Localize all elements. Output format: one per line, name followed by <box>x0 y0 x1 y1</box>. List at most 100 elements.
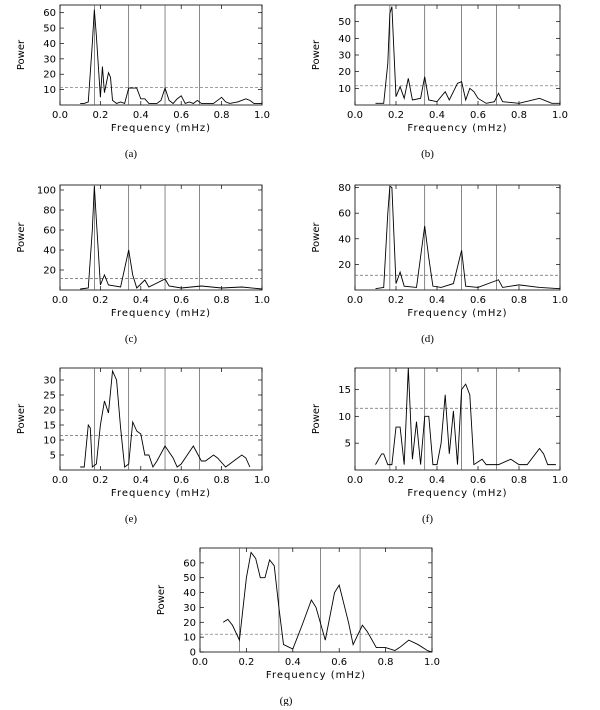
x-tick-label: 1.0 <box>552 475 568 486</box>
y-tick-label: 10 <box>183 633 196 644</box>
x-tick-label: 0.4 <box>133 110 149 121</box>
x-tick-label: 0.6 <box>331 657 347 668</box>
power-spectrum <box>80 369 251 469</box>
x-tick-label: 0.4 <box>429 295 445 306</box>
y-tick-label: 20 <box>43 266 56 277</box>
x-tick-label: 0.2 <box>92 110 108 121</box>
y-tick-label: 80 <box>43 206 56 217</box>
plot-frame <box>59 4 263 106</box>
caption: (e) <box>125 513 138 525</box>
x-tick-label: 0.8 <box>214 110 230 121</box>
caption: (a) <box>125 148 138 160</box>
y-tick-label: 100 <box>37 186 56 197</box>
x-tick-label: 0.8 <box>214 295 230 306</box>
y-axis-label: Power <box>311 39 322 70</box>
y-tick-label: 40 <box>183 588 196 599</box>
x-tick-label: 0.0 <box>347 110 363 121</box>
y-tick-label: 30 <box>338 51 351 62</box>
caption: (d) <box>421 333 434 345</box>
x-tick-label: 0.4 <box>429 110 445 121</box>
x-tick-label: 0.6 <box>173 110 189 121</box>
plot-frame <box>354 4 561 106</box>
power-spectrum <box>375 367 556 466</box>
caption: (b) <box>421 148 434 160</box>
x-tick-label: 0.6 <box>173 475 189 486</box>
x-tick-label: 0.0 <box>52 295 68 306</box>
x-axis-label: Frequency (mHz) <box>111 123 211 134</box>
x-tick-label: 0.6 <box>470 110 486 121</box>
x-axis-label: Frequency (mHz) <box>407 488 507 499</box>
y-tick-label: 60 <box>338 209 351 220</box>
y-tick-label: 20 <box>183 618 196 629</box>
y-tick-label: 20 <box>338 67 351 78</box>
x-axis-label: Frequency (mHz) <box>111 488 211 499</box>
y-tick-label: 25 <box>43 391 56 402</box>
y-tick-label: 60 <box>43 8 56 19</box>
x-tick-label: 1.0 <box>254 475 270 486</box>
x-tick-label: 0.0 <box>52 475 68 486</box>
y-tick-label: 50 <box>183 573 196 584</box>
power-spectrum <box>222 551 433 653</box>
caption: (f) <box>422 513 433 525</box>
x-tick-label: 0.2 <box>388 295 404 306</box>
x-tick-label: 0.0 <box>192 657 208 668</box>
y-axis-label: Power <box>16 39 27 70</box>
plot-frame <box>354 367 561 471</box>
power-spectrum <box>375 185 561 290</box>
x-tick-label: 0.8 <box>511 295 527 306</box>
x-tick-label: 0.2 <box>92 475 108 486</box>
plot-frame <box>59 367 263 471</box>
y-tick-label: 30 <box>183 603 196 614</box>
x-tick-label: 0.0 <box>52 110 68 121</box>
x-tick-label: 1.0 <box>552 295 568 306</box>
y-tick-label: 30 <box>43 54 56 65</box>
x-tick-label: 0.6 <box>173 295 189 306</box>
x-tick-label: 0.4 <box>285 657 301 668</box>
y-axis-label: Power <box>16 221 27 252</box>
y-tick-label: 60 <box>183 558 196 569</box>
x-tick-label: 0.6 <box>470 295 486 306</box>
x-axis-label: Frequency (mHz) <box>266 670 366 681</box>
y-tick-label: 20 <box>43 70 56 81</box>
y-tick-label: 40 <box>43 246 56 257</box>
y-tick-label: 5 <box>50 451 56 462</box>
y-axis-label: Power <box>16 403 27 434</box>
y-axis-label: Power <box>311 221 322 252</box>
y-tick-label: 80 <box>338 183 351 194</box>
x-tick-label: 1.0 <box>424 657 440 668</box>
y-tick-label: 40 <box>43 39 56 50</box>
x-tick-label: 1.0 <box>552 110 568 121</box>
x-axis-label: Frequency (mHz) <box>407 308 507 319</box>
x-tick-label: 0.2 <box>92 295 108 306</box>
y-tick-label: 60 <box>43 226 56 237</box>
y-tick-label: 10 <box>338 84 351 95</box>
x-tick-label: 0.2 <box>388 110 404 121</box>
x-tick-label: 0.0 <box>347 295 363 306</box>
y-tick-label: 10 <box>43 85 56 96</box>
y-tick-label: 40 <box>338 234 351 245</box>
x-tick-label: 0.2 <box>238 657 254 668</box>
y-tick-label: 5 <box>345 439 351 450</box>
y-tick-label: 10 <box>43 436 56 447</box>
y-tick-label: 15 <box>338 385 351 396</box>
power-spectrum <box>375 6 560 104</box>
x-tick-label: 0.8 <box>511 110 527 121</box>
x-tick-label: 0.0 <box>347 475 363 486</box>
caption: (g) <box>280 695 293 706</box>
x-axis-label: Frequency (mHz) <box>407 123 507 134</box>
x-tick-label: 0.4 <box>133 295 149 306</box>
x-axis-label: Frequency (mHz) <box>111 308 211 319</box>
x-tick-label: 0.2 <box>388 475 404 486</box>
x-tick-label: 1.0 <box>254 110 270 121</box>
plot-frame <box>199 547 433 653</box>
x-tick-label: 0.6 <box>470 475 486 486</box>
x-tick-label: 0.4 <box>133 475 149 486</box>
y-axis-label: Power <box>311 403 322 434</box>
y-tick-label: 50 <box>43 24 56 35</box>
y-tick-label: 40 <box>338 34 351 45</box>
plot-frame <box>59 184 263 291</box>
y-tick-label: 30 <box>43 376 56 387</box>
y-tick-label: 20 <box>338 260 351 271</box>
y-tick-label: 15 <box>43 421 56 432</box>
